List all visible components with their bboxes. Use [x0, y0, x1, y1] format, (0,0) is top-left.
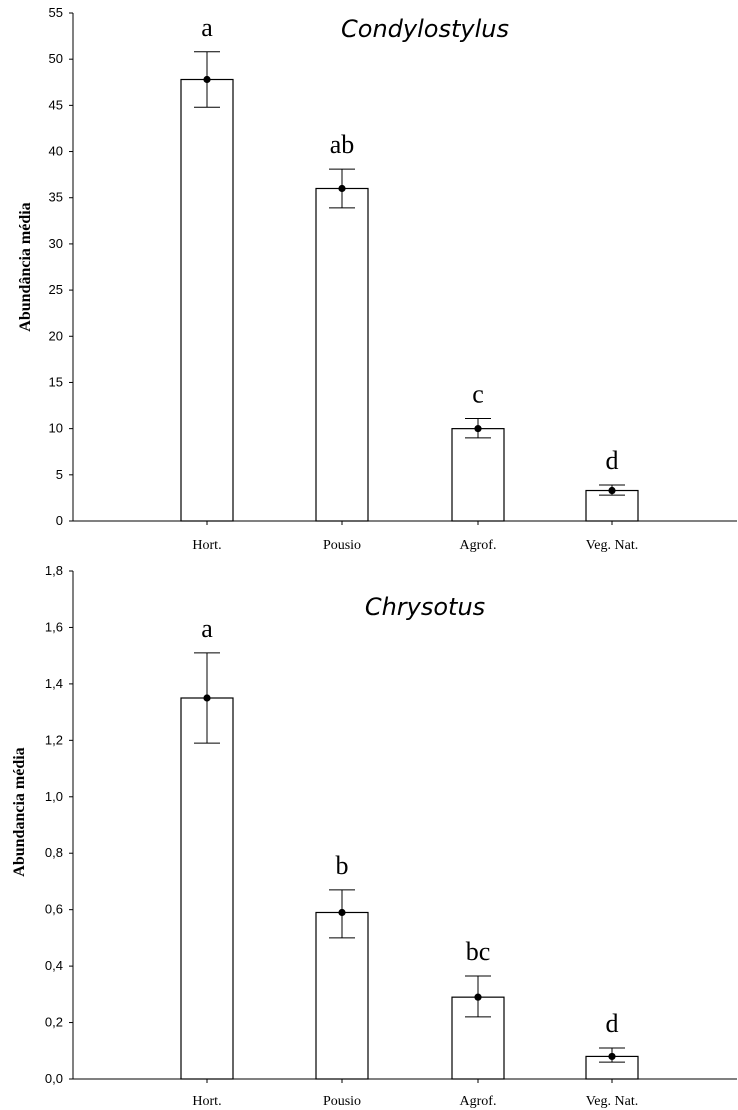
category-label: Veg. Nat.: [586, 1094, 639, 1109]
y-tick-label: 35: [49, 190, 63, 205]
bar: [315, 187, 369, 522]
significance-letter: a: [201, 13, 213, 42]
y-tick-label: 0,4: [45, 958, 63, 973]
mean-point: [474, 425, 482, 433]
significance-letter: a: [201, 614, 213, 643]
category-label: Pousio: [323, 1094, 361, 1109]
y-tick-label: 10: [49, 421, 63, 436]
bar: [180, 697, 234, 1080]
y-tick-label: 50: [49, 51, 63, 66]
y-tick-label: 0,0: [45, 1071, 63, 1086]
chart-chrysotus: Chrysotus Abundancia média 0,0 0,2 0,4 0,6 0…: [11, 563, 737, 1109]
y-axis-title: Abundância média: [17, 202, 34, 331]
y-tick-label: 1,0: [45, 789, 63, 804]
y-tick-label: 25: [49, 282, 63, 297]
y-tick-label: 1,8: [45, 563, 63, 578]
y-axis-title: Abundancia média: [11, 747, 28, 876]
y-tick-label: 30: [49, 236, 63, 251]
mean-point: [608, 486, 616, 495]
y-tick-label: 5: [56, 467, 63, 482]
bar: [180, 78, 234, 522]
y-tick-label: 0,2: [45, 1015, 63, 1030]
y-tick-label: 15: [49, 374, 63, 389]
mean-point: [608, 1052, 616, 1061]
significance-letter: ab: [330, 130, 355, 159]
mean-point: [338, 184, 346, 193]
y-tick-label: 1,6: [45, 619, 63, 634]
category-label: Hort.: [192, 1094, 221, 1109]
chart-title: Chrysotus: [365, 593, 485, 621]
category-label: Hort.: [192, 538, 221, 553]
mean-point: [338, 908, 346, 917]
significance-letter: c: [472, 379, 484, 408]
category-label: Veg. Nat.: [586, 538, 639, 553]
mean-point: [203, 694, 211, 702]
y-tick-label: 55: [49, 5, 63, 20]
bar: [451, 428, 505, 522]
significance-letter: d: [606, 1009, 619, 1038]
category-label: Agrof.: [460, 538, 497, 553]
significance-letter: d: [606, 446, 619, 475]
y-tick-label: 0,8: [45, 845, 63, 860]
chart-title: Condylostylus: [341, 15, 509, 43]
significance-letter: bc: [466, 937, 491, 966]
y-tick-label: 0: [56, 513, 63, 528]
bar: [315, 911, 369, 1080]
y-tick-label: 1,4: [45, 676, 63, 691]
y-tick-label: 45: [49, 97, 63, 112]
significance-letter: b: [336, 851, 349, 880]
mean-point: [474, 993, 482, 1001]
mean-point: [203, 75, 211, 84]
y-tick-label: 40: [49, 144, 63, 159]
chart-condylostylus: Condylostylus Abundância média 0 5 10 15 20 2…: [17, 5, 737, 553]
y-tick-label: 1,2: [45, 732, 63, 747]
y-tick-label: 20: [49, 328, 63, 343]
y-tick-label: 0,6: [45, 902, 63, 917]
category-label: Pousio: [323, 538, 361, 553]
category-label: Agrof.: [460, 1094, 497, 1109]
